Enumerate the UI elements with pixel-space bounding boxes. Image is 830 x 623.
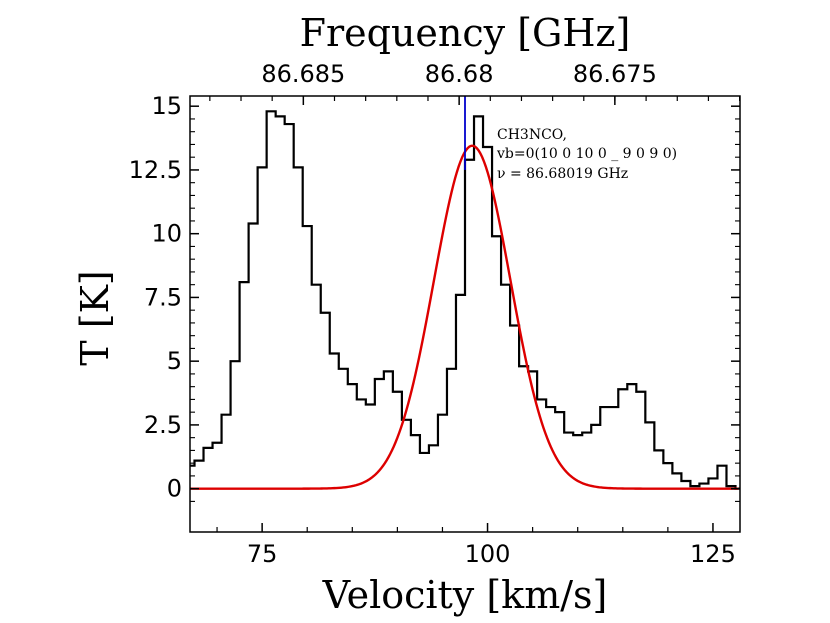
observed-spectrum-line: [190, 110, 740, 490]
y-tick-label: 12.5: [129, 156, 182, 184]
line-annotation: CH3NCO, vb=0(10 0 10 0 _ 9 0 9 0) ν = 86…: [496, 127, 677, 182]
top-axis-title: Frequency [GHz]: [300, 11, 631, 55]
top-tick-label: 86.685: [261, 60, 345, 88]
y-tick-label: 10: [151, 220, 182, 248]
tick-labels: 75 100 125 86.685 86.68 86.675 0 2.5 5 7.5 10 12.5 1…: [129, 60, 736, 568]
annotation-molecule: CH3NCO,: [497, 127, 567, 143]
y-tick-label: 7.5: [144, 283, 182, 311]
top-tick-label: 86.675: [573, 60, 657, 88]
y-tick-label: 2.5: [144, 411, 182, 439]
y-tick-label: 5: [167, 347, 182, 375]
annotation-frequency: ν = 86.68019 GHz: [497, 166, 628, 182]
plot-frame: [189, 95, 741, 533]
y-axis-title: T [K]: [73, 270, 117, 365]
x-axis-title: Velocity [km/s]: [322, 573, 608, 617]
plot-content: [190, 96, 740, 490]
annotation-transition: vb=0(10 0 10 0 _ 9 0 9 0): [496, 146, 677, 162]
y-tick-label: 0: [167, 475, 182, 503]
x-tick-label: 100: [465, 540, 511, 568]
y-tick-label: 15: [151, 92, 182, 120]
x-tick-label: 125: [690, 540, 736, 568]
top-tick-label: 86.68: [425, 60, 494, 88]
axes-ticks: [190, 96, 741, 532]
x-tick-label: 75: [247, 540, 278, 568]
